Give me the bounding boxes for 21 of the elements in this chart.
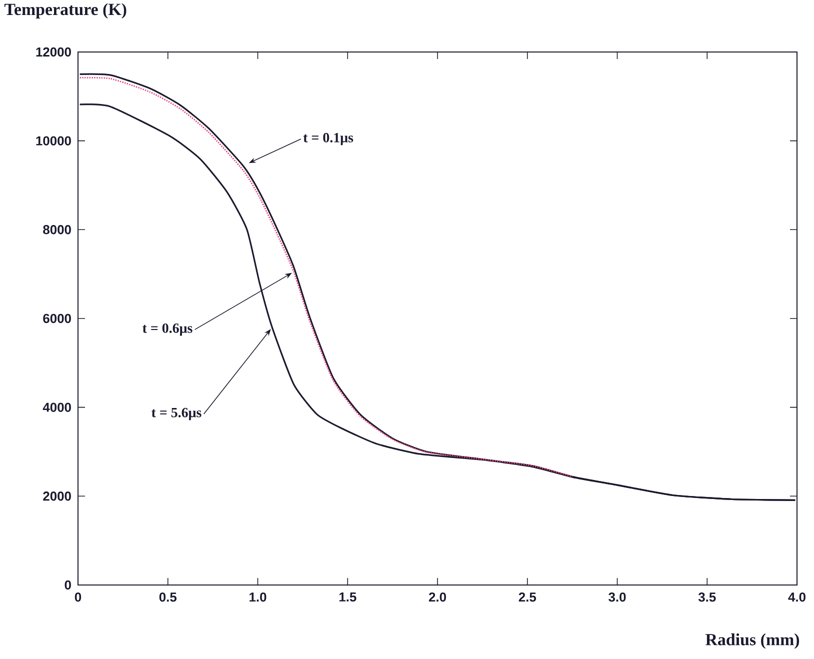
x-tick-label: 4.0 (788, 592, 806, 602)
y-tick-label: 6000 (43, 314, 71, 324)
y-tick-label: 12000 (36, 47, 71, 57)
y-tick-label: 10000 (36, 136, 71, 146)
y-tick-label: 4000 (42, 402, 71, 412)
x-tick-label: 2.5 (518, 592, 536, 602)
y-tick-label: 0 (64, 580, 71, 590)
x-tick-label: 2.0 (428, 592, 446, 602)
annotation: t = 0.1μs (303, 132, 354, 146)
x-tick-label: 1.0 (250, 592, 266, 602)
y-tick-label: 8000 (43, 225, 71, 234)
x-tick-label: 0.5 (159, 592, 177, 602)
x-tick-label: 1.5 (339, 592, 356, 602)
annotation: t = 5.6μs (152, 408, 202, 420)
x-tick-label: 3.0 (608, 592, 626, 602)
x-tick-label: 3.5 (698, 592, 716, 602)
x-axis-title: Radius (mm) (706, 633, 800, 649)
x-tick-label: 0 (74, 592, 82, 602)
y-tick-label: 2000 (43, 492, 71, 501)
annotation: t = 0.6μs (142, 323, 192, 336)
y-axis-title: Temperature (K) (4, 3, 126, 19)
